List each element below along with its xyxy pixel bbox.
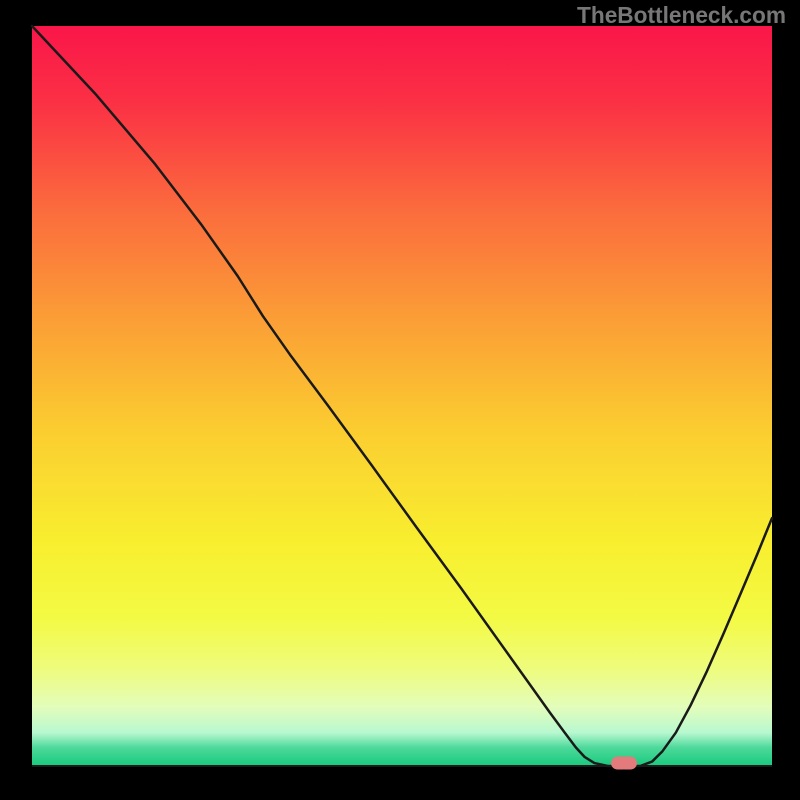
- bottleneck-curve: [32, 26, 772, 766]
- min-marker: [611, 757, 637, 770]
- overlay-svg: [0, 0, 800, 800]
- watermark-text: TheBottleneck.com: [577, 2, 786, 29]
- chart-canvas: TheBottleneck.com: [0, 0, 800, 800]
